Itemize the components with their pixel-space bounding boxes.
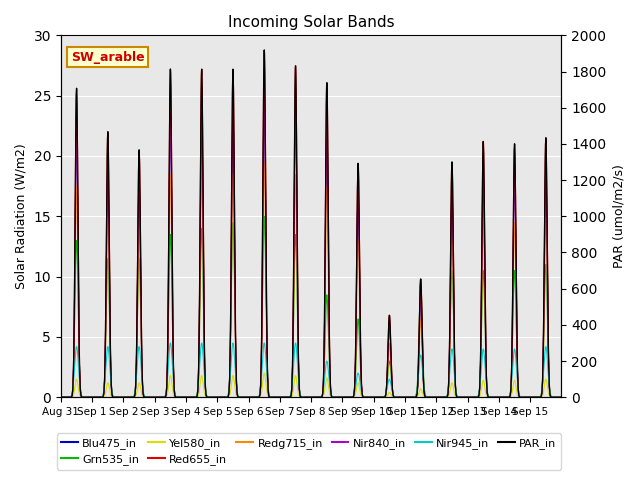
Legend: Blu475_in, Grn535_in, Yel580_in, Red655_in, Redg715_in, Nir840_in, Nir945_in, PA: Blu475_in, Grn535_in, Yel580_in, Red655_… <box>57 433 561 469</box>
Text: SW_arable: SW_arable <box>71 51 145 64</box>
Y-axis label: PAR (umol/m2/s): PAR (umol/m2/s) <box>612 164 625 268</box>
Title: Incoming Solar Bands: Incoming Solar Bands <box>228 15 394 30</box>
Y-axis label: Solar Radiation (W/m2): Solar Radiation (W/m2) <box>15 144 28 289</box>
